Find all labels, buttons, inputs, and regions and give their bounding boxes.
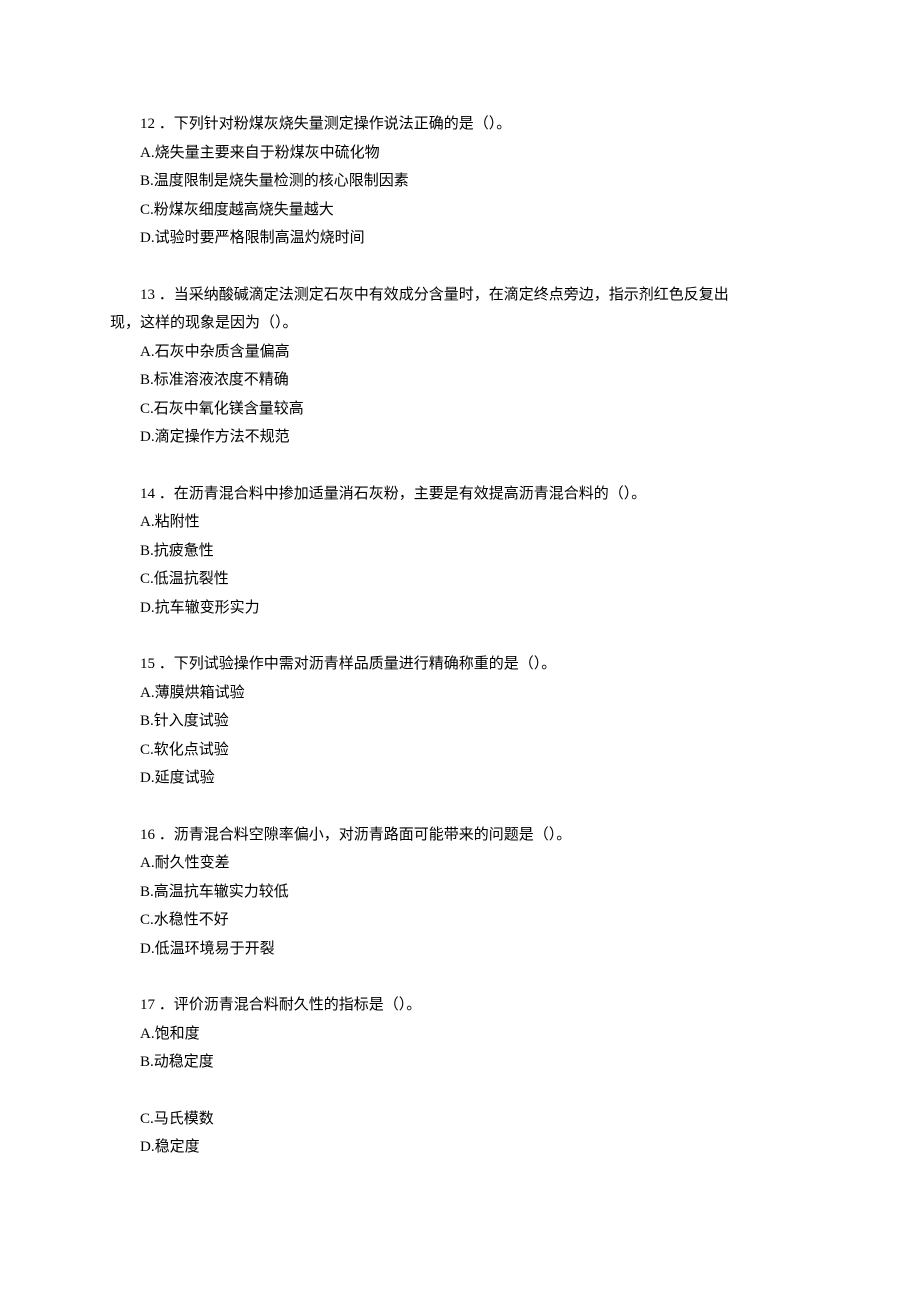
question-stem: 16 ．沥青混合料空隙率偏小，对沥青路面可能带来的问题是（）。 xyxy=(110,821,800,850)
question-13: 13 ．当采纳酸碱滴定法测定石灰中有效成分含量时，在滴定终点旁边，指示剂红色反复… xyxy=(110,281,800,452)
option-a: A.粘附性 xyxy=(110,508,800,537)
question-number: 12 xyxy=(140,116,155,132)
question-text: ．沥青混合料空隙率偏小，对沥青路面可能带来的问题是（）。 xyxy=(159,827,572,843)
question-number: 13 xyxy=(140,287,155,303)
question-text: ．下列针对粉煤灰烧失量测定操作说法正确的是（）。 xyxy=(159,116,512,132)
question-number: 15 xyxy=(140,656,155,672)
option-d: D.抗车辙变形实力 xyxy=(110,594,800,623)
question-16: 16 ．沥青混合料空隙率偏小，对沥青路面可能带来的问题是（）。 A.耐久性变差 … xyxy=(110,821,800,964)
option-b: B.标准溶液浓度不精确 xyxy=(110,366,800,395)
question-text-line2: 现，这样的现象是因为（）。 xyxy=(110,309,800,338)
option-c: C.马氏模数 xyxy=(110,1105,800,1134)
option-b: B.针入度试验 xyxy=(110,707,800,736)
option-b: B.高温抗车辙实力较低 xyxy=(110,878,800,907)
question-15: 15 ．下列试验操作中需对沥青样品质量进行精确称重的是（）。 A.薄膜烘箱试验 … xyxy=(110,650,800,793)
option-d: D.试验时要严格限制高温灼烧时间 xyxy=(110,224,800,253)
option-b: B.温度限制是烧失量检测的核心限制因素 xyxy=(110,167,800,196)
question-text: ．评价沥青混合料耐久性的指标是（）。 xyxy=(159,997,422,1013)
document-page: 12 ．下列针对粉煤灰烧失量测定操作说法正确的是（）。 A.烧失量主要来自于粉煤… xyxy=(0,0,920,1250)
spacing-gap xyxy=(110,1077,800,1105)
option-c: C.粉煤灰细度越高烧失量越大 xyxy=(110,196,800,225)
question-text: ．下列试验操作中需对沥青样品质量进行精确称重的是（）。 xyxy=(159,656,557,672)
option-b: B.动稳定度 xyxy=(110,1048,800,1077)
question-stem: 14 ．在沥青混合料中掺加适量消石灰粉，主要是有效提高沥青混合料的（）。 xyxy=(110,480,800,509)
option-a: A.饱和度 xyxy=(110,1020,800,1049)
option-c: C.软化点试验 xyxy=(110,736,800,765)
option-c: C.水稳性不好 xyxy=(110,906,800,935)
question-number: 16 xyxy=(140,827,155,843)
option-b: B.抗疲惫性 xyxy=(110,537,800,566)
option-a: A.薄膜烘箱试验 xyxy=(110,679,800,708)
question-stem: 17 ．评价沥青混合料耐久性的指标是（）。 xyxy=(110,991,800,1020)
question-number: 17 xyxy=(140,997,155,1013)
question-text-line1: ．当采纳酸碱滴定法测定石灰中有效成分含量时，在滴定终点旁边，指示剂红色反复出 xyxy=(159,287,729,303)
question-text: ．在沥青混合料中掺加适量消石灰粉，主要是有效提高沥青混合料的（）。 xyxy=(159,486,647,502)
question-stem: 13 ．当采纳酸碱滴定法测定石灰中有效成分含量时，在滴定终点旁边，指示剂红色反复… xyxy=(110,281,800,310)
option-d: D.滴定操作方法不规范 xyxy=(110,423,800,452)
option-d: D.低温环境易于开裂 xyxy=(110,935,800,964)
question-17: 17 ．评价沥青混合料耐久性的指标是（）。 A.饱和度 B.动稳定度 C.马氏模… xyxy=(110,991,800,1162)
option-c: C.石灰中氧化镁含量较高 xyxy=(110,395,800,424)
option-a: A.烧失量主要来自于粉煤灰中硫化物 xyxy=(110,139,800,168)
question-12: 12 ．下列针对粉煤灰烧失量测定操作说法正确的是（）。 A.烧失量主要来自于粉煤… xyxy=(110,110,800,253)
option-d: D.延度试验 xyxy=(110,764,800,793)
question-number: 14 xyxy=(140,486,155,502)
question-stem: 15 ．下列试验操作中需对沥青样品质量进行精确称重的是（）。 xyxy=(110,650,800,679)
option-a: A.石灰中杂质含量偏高 xyxy=(110,338,800,367)
question-14: 14 ．在沥青混合料中掺加适量消石灰粉，主要是有效提高沥青混合料的（）。 A.粘… xyxy=(110,480,800,623)
question-stem: 12 ．下列针对粉煤灰烧失量测定操作说法正确的是（）。 xyxy=(110,110,800,139)
option-c: C.低温抗裂性 xyxy=(110,565,800,594)
option-a: A.耐久性变差 xyxy=(110,849,800,878)
option-d: D.稳定度 xyxy=(110,1133,800,1162)
